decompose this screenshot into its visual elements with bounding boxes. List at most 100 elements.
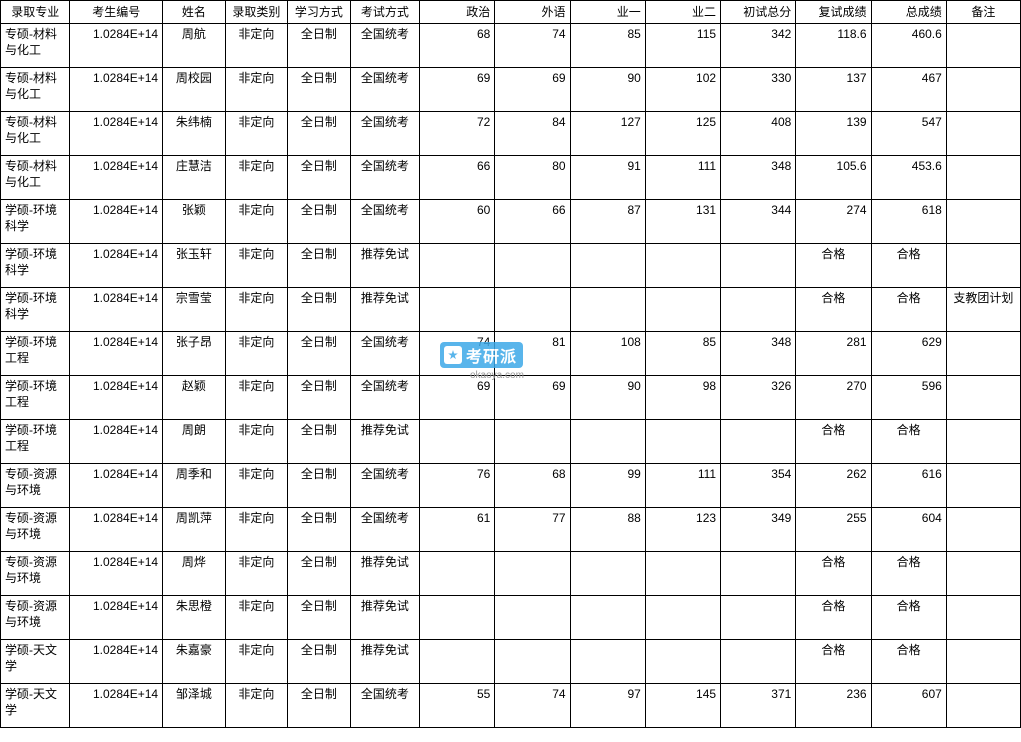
column-header: 政治 — [420, 1, 495, 24]
table-cell: 专硕-资源与环境 — [1, 596, 70, 640]
table-cell: 123 — [645, 508, 720, 552]
table-row: 学硕-环境工程1.0284E+14赵颖非定向全日制全国统考69699098326… — [1, 376, 1021, 420]
table-cell: 111 — [645, 464, 720, 508]
table-cell: 281 — [796, 332, 871, 376]
table-cell: 618 — [871, 200, 946, 244]
column-header: 考生编号 — [70, 1, 163, 24]
table-cell — [946, 244, 1020, 288]
table-cell: 139 — [796, 112, 871, 156]
table-cell — [570, 420, 645, 464]
table-cell: 全日制 — [288, 376, 351, 420]
table-cell — [645, 288, 720, 332]
table-cell: 支教团计划 — [946, 288, 1020, 332]
table-cell: 推荐免试 — [350, 640, 419, 684]
table-cell: 非定向 — [225, 288, 288, 332]
table-cell: 69 — [495, 68, 570, 112]
table-cell: 90 — [570, 376, 645, 420]
table-cell: 596 — [871, 376, 946, 420]
table-cell: 周凯萍 — [163, 508, 226, 552]
table-cell: 学硕-环境工程 — [1, 332, 70, 376]
column-header: 业一 — [570, 1, 645, 24]
table-cell: 朱嘉豪 — [163, 640, 226, 684]
table-cell: 1.0284E+14 — [70, 332, 163, 376]
table-cell: 460.6 — [871, 24, 946, 68]
table-cell: 371 — [721, 684, 796, 728]
table-cell — [570, 244, 645, 288]
table-cell: 全日制 — [288, 68, 351, 112]
table-cell: 周季和 — [163, 464, 226, 508]
column-header: 备注 — [946, 1, 1020, 24]
table-cell — [721, 596, 796, 640]
table-body: 专硕-材料与化工1.0284E+14周航非定向全日制全国统考6874851153… — [1, 24, 1021, 728]
table-cell: 专硕-材料与化工 — [1, 156, 70, 200]
table-cell — [570, 552, 645, 596]
table-cell: 72 — [420, 112, 495, 156]
table-cell: 全国统考 — [350, 156, 419, 200]
table-cell: 非定向 — [225, 244, 288, 288]
table-cell: 467 — [871, 68, 946, 112]
table-cell: 非定向 — [225, 684, 288, 728]
table-cell: 周朗 — [163, 420, 226, 464]
table-cell: 1.0284E+14 — [70, 24, 163, 68]
column-header: 初试总分 — [721, 1, 796, 24]
table-cell: 66 — [420, 156, 495, 200]
table-cell: 99 — [570, 464, 645, 508]
table-cell: 68 — [495, 464, 570, 508]
table-cell: 全国统考 — [350, 684, 419, 728]
table-cell: 合格 — [796, 288, 871, 332]
table-cell: 推荐免试 — [350, 244, 419, 288]
table-cell: 非定向 — [225, 112, 288, 156]
column-header: 考试方式 — [350, 1, 419, 24]
table-cell: 全国统考 — [350, 200, 419, 244]
table-cell: 非定向 — [225, 68, 288, 112]
column-header: 姓名 — [163, 1, 226, 24]
table-cell: 周校园 — [163, 68, 226, 112]
table-cell — [420, 596, 495, 640]
table-row: 专硕-资源与环境1.0284E+14周烨非定向全日制推荐免试合格合格 — [1, 552, 1021, 596]
table-cell: 60 — [420, 200, 495, 244]
table-cell: 69 — [420, 68, 495, 112]
table-row: 专硕-材料与化工1.0284E+14周航非定向全日制全国统考6874851153… — [1, 24, 1021, 68]
table-cell — [645, 420, 720, 464]
table-cell: 76 — [420, 464, 495, 508]
table-cell — [946, 640, 1020, 684]
table-cell — [946, 200, 1020, 244]
table-cell — [420, 420, 495, 464]
table-cell — [570, 288, 645, 332]
table-cell: 推荐免试 — [350, 552, 419, 596]
table-cell: 周烨 — [163, 552, 226, 596]
table-cell: 全国统考 — [350, 376, 419, 420]
table-cell: 354 — [721, 464, 796, 508]
table-cell — [946, 684, 1020, 728]
table-cell: 合格 — [796, 552, 871, 596]
table-cell: 全日制 — [288, 156, 351, 200]
table-cell: 非定向 — [225, 376, 288, 420]
column-header: 录取类别 — [225, 1, 288, 24]
table-cell: 342 — [721, 24, 796, 68]
table-cell: 学硕-天文学 — [1, 684, 70, 728]
table-cell: 131 — [645, 200, 720, 244]
table-row: 专硕-资源与环境1.0284E+14朱思橙非定向全日制推荐免试合格合格 — [1, 596, 1021, 640]
table-cell: 非定向 — [225, 596, 288, 640]
table-cell: 非定向 — [225, 552, 288, 596]
table-cell: 全国统考 — [350, 508, 419, 552]
table-cell: 255 — [796, 508, 871, 552]
table-cell: 专硕-材料与化工 — [1, 112, 70, 156]
table-cell: 合格 — [796, 640, 871, 684]
table-cell: 张颖 — [163, 200, 226, 244]
table-cell: 全日制 — [288, 508, 351, 552]
table-cell: 108 — [570, 332, 645, 376]
table-cell: 90 — [570, 68, 645, 112]
table-cell: 74 — [495, 24, 570, 68]
table-cell: 55 — [420, 684, 495, 728]
table-cell: 非定向 — [225, 640, 288, 684]
table-cell: 80 — [495, 156, 570, 200]
table-cell: 1.0284E+14 — [70, 420, 163, 464]
table-cell: 1.0284E+14 — [70, 684, 163, 728]
table-cell: 邹泽城 — [163, 684, 226, 728]
table-row: 学硕-环境科学1.0284E+14宗雪莹非定向全日制推荐免试合格合格支教团计划 — [1, 288, 1021, 332]
table-cell: 学硕-环境科学 — [1, 288, 70, 332]
table-cell: 合格 — [871, 596, 946, 640]
table-cell: 1.0284E+14 — [70, 156, 163, 200]
table-cell — [946, 68, 1020, 112]
